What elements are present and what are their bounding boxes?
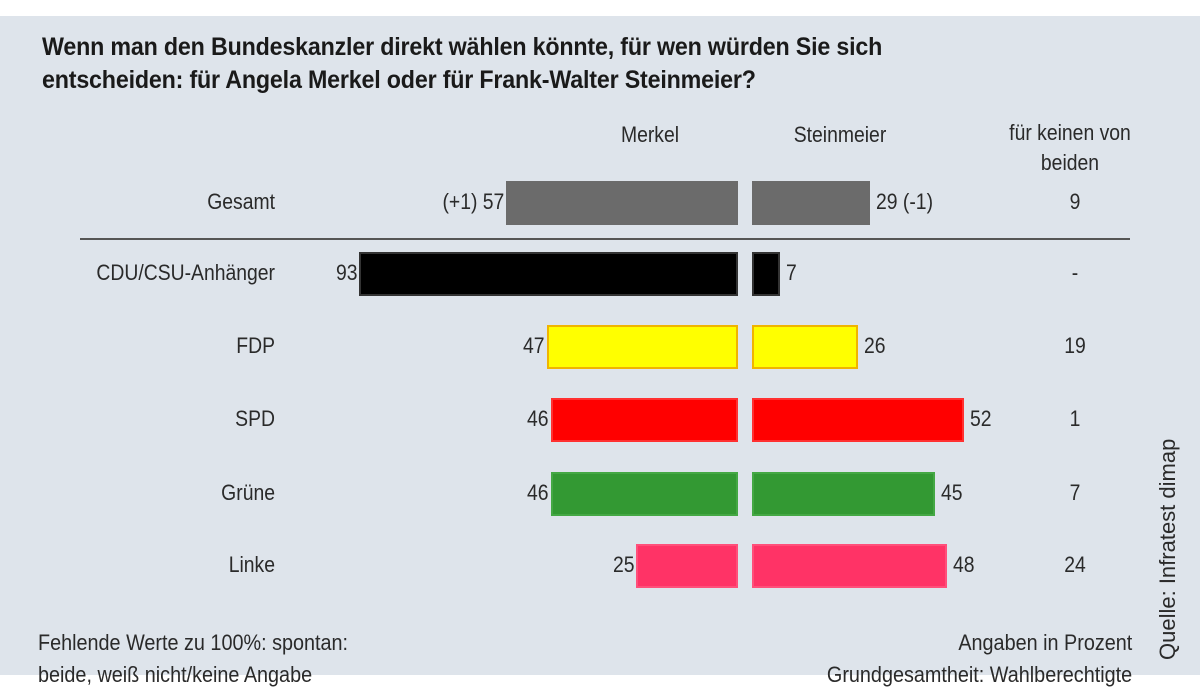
value-steinmeier: 45 <box>941 480 963 505</box>
row-label: Gesamt <box>207 189 275 214</box>
bar-merkel <box>550 398 738 442</box>
row-label: CDU/CSU-Anhänger <box>96 260 275 285</box>
bar-steinmeier <box>752 398 964 442</box>
source-credit: Quelle: Infratest dimap <box>1155 438 1180 660</box>
row-label: SPD <box>235 406 275 431</box>
value-steinmeier: 52 <box>969 406 992 431</box>
value-merkel: (+1) 57 <box>442 189 505 214</box>
row-label: Grüne <box>221 480 275 505</box>
footer-unit: Angaben in Prozent <box>958 630 1132 655</box>
column-header-merkel: Merkel <box>620 122 680 147</box>
value-merkel: 93 <box>335 260 358 285</box>
value-merkel: 46 <box>527 406 549 431</box>
value-none: 9 <box>1069 189 1081 214</box>
value-none: 1 <box>1069 406 1081 431</box>
value-steinmeier: 26 <box>863 333 886 358</box>
bar-merkel <box>636 544 738 588</box>
bar-merkel <box>359 252 738 296</box>
column-header-steinmeier: Steinmeier <box>793 122 887 147</box>
value-none: 7 <box>1069 480 1081 505</box>
value-merkel: 46 <box>527 480 549 505</box>
footer-note-line1: Fehlende Werte zu 100%: spontan: <box>38 630 349 655</box>
bar-steinmeier <box>752 252 781 296</box>
column-header-none-line1: für keinen von <box>1009 120 1131 145</box>
chart-title: Wenn man den Bundeskanzler direkt wählen… <box>42 31 1065 97</box>
bar-steinmeier <box>752 325 858 369</box>
value-steinmeier: 48 <box>953 552 975 577</box>
title-line-1: Wenn man den Bundeskanzler direkt wählen… <box>42 33 883 61</box>
bar-steinmeier <box>752 544 948 588</box>
divider-line <box>80 238 1130 240</box>
footer-population: Grundgesamtheit: Wahlberechtigte <box>826 662 1132 687</box>
value-steinmeier: 29 (-1) <box>876 189 934 214</box>
row-label: Linke <box>228 552 275 577</box>
value-none: 19 <box>1064 333 1086 358</box>
value-merkel: 47 <box>523 333 545 358</box>
value-none: 24 <box>1064 552 1086 577</box>
value-steinmeier: 7 <box>786 260 798 285</box>
footer-note-line2: beide, weiß nicht/keine Angabe <box>38 662 313 687</box>
column-header-none: für keinen von beiden <box>991 118 1149 178</box>
value-none: - <box>1071 260 1079 285</box>
value-merkel: 25 <box>612 552 635 577</box>
bar-steinmeier <box>752 181 871 225</box>
bar-merkel <box>506 181 738 225</box>
title-line-2: entscheiden: für Angela Merkel oder für … <box>42 66 756 94</box>
bar-steinmeier <box>752 472 936 516</box>
row-label: FDP <box>236 333 275 358</box>
column-header-none-line2: beiden <box>1040 150 1100 175</box>
bar-merkel <box>550 472 738 516</box>
bar-merkel <box>546 325 738 369</box>
